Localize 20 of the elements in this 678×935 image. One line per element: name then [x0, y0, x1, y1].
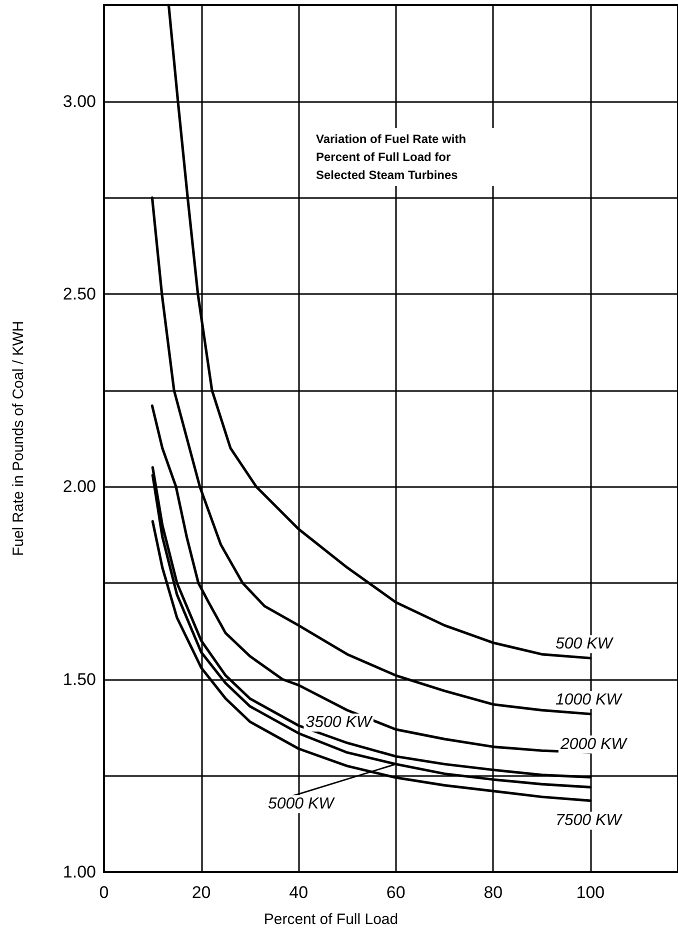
- x-tick-label: 60: [386, 883, 406, 902]
- y-tick-label: 2.00: [62, 477, 96, 496]
- x-tick-label: 80: [484, 883, 503, 902]
- series-label: 500 KW: [555, 636, 614, 653]
- y-tick-label: 1.00: [62, 862, 96, 882]
- text: 5000 KW: [268, 796, 336, 813]
- series-label: 3500 KW: [306, 714, 374, 732]
- x-axis-title: Percent of Full Load: [264, 911, 398, 928]
- series-label: 2000 KW: [559, 736, 628, 754]
- x-tick-label: 40: [289, 883, 308, 902]
- y-tick-label: 2.50: [62, 284, 96, 304]
- y-axis-title: Fuel Rate in Pounds of Coal / KWH: [10, 320, 27, 556]
- x-tick-label: 100: [576, 883, 605, 902]
- y-tick-label: 1.50: [62, 670, 96, 689]
- x-tick-label: 0: [99, 883, 109, 902]
- text: Variation of Fuel Rate with Percent of Full Load for Selected Steam Turbines: [316, 132, 470, 182]
- series-label: 7500 KW: [555, 812, 624, 830]
- series-label: 1000 KW: [555, 692, 624, 709]
- y-tick-label: 3.00: [62, 92, 96, 111]
- x-tick-label: 20: [192, 883, 211, 902]
